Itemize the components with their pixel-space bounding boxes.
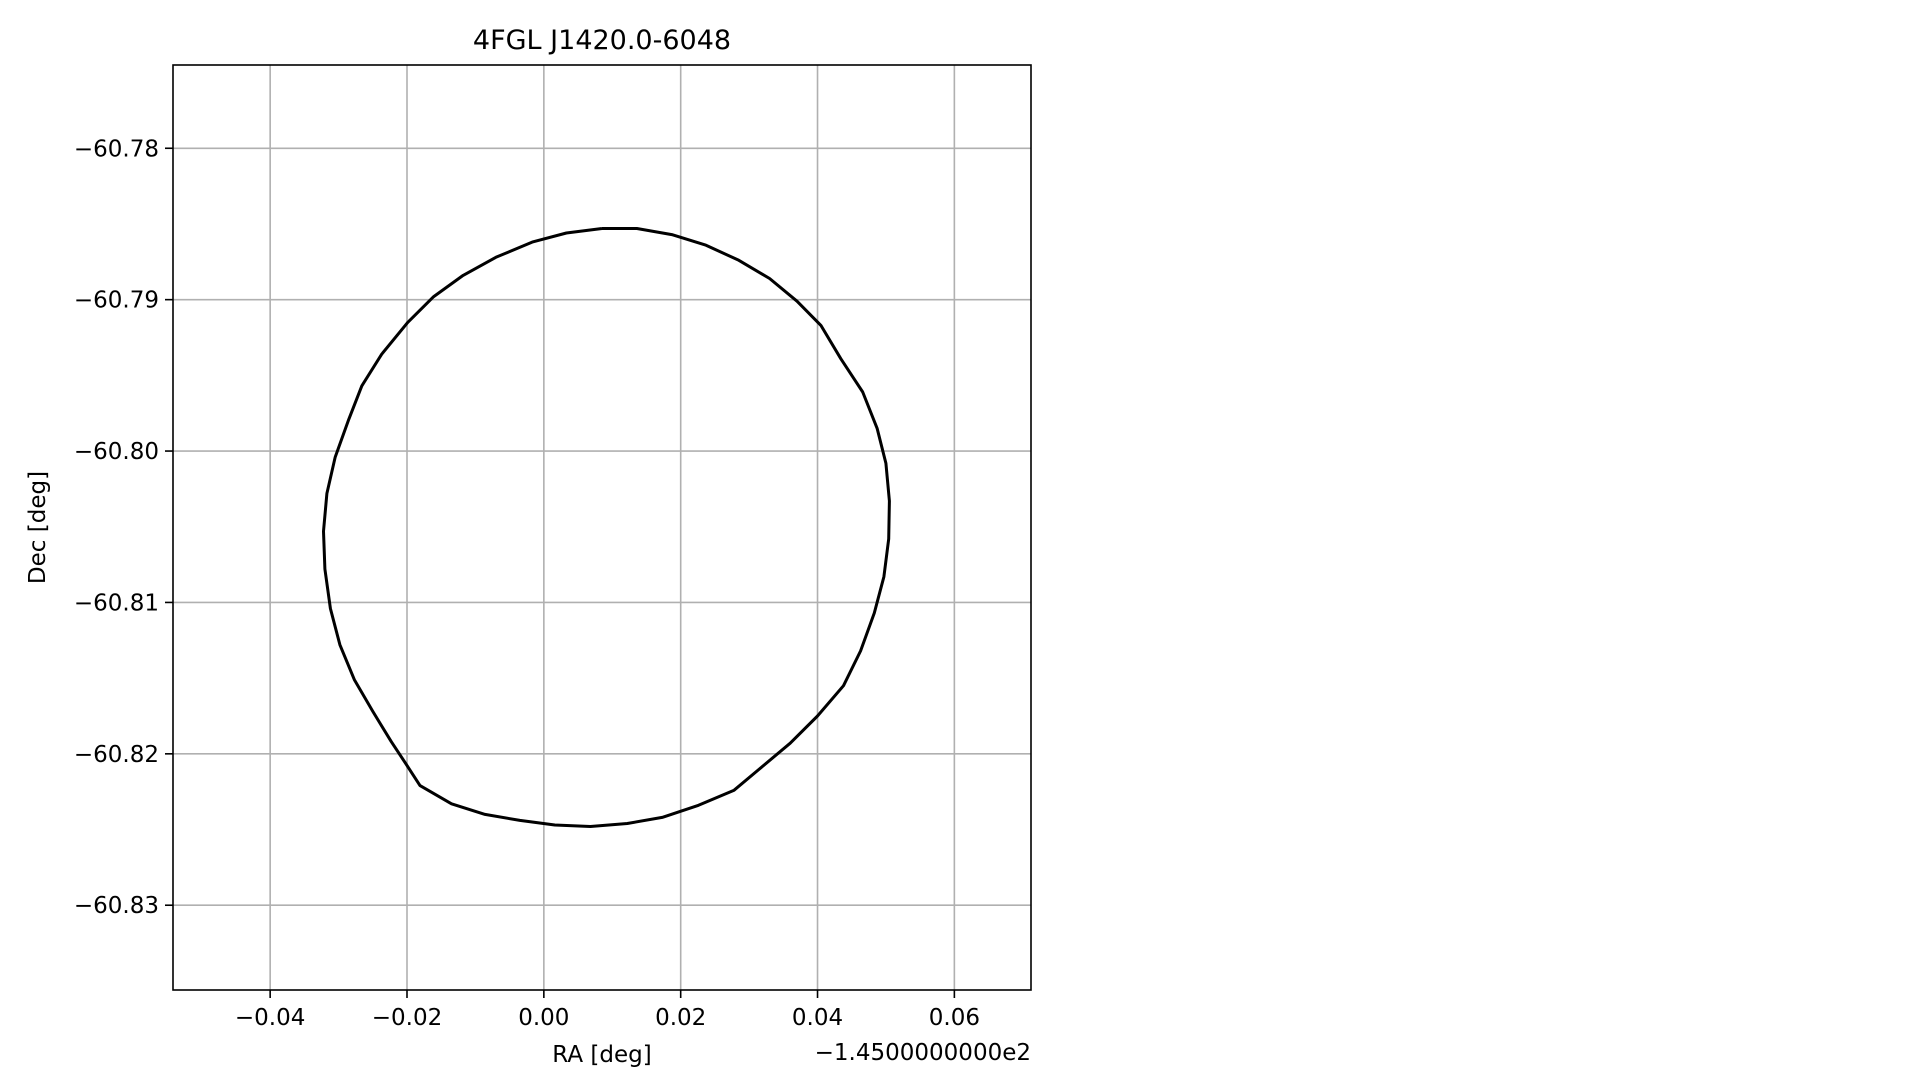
y-tick-label: −60.78 <box>74 136 159 162</box>
x-tick-label: 0.00 <box>518 1005 569 1031</box>
x-tick-label: −0.04 <box>235 1005 305 1031</box>
chart-title: 4FGL J1420.0-6048 <box>473 25 731 56</box>
x-tick-label: −0.02 <box>372 1005 442 1031</box>
x-axis-label: RA [deg] <box>552 1042 651 1068</box>
y-axis-label: Dec [deg] <box>25 471 51 584</box>
plot-area <box>322 227 891 828</box>
x-axis-offset-label: −1.4500000000e2 <box>815 1040 1031 1066</box>
grid <box>173 65 1031 990</box>
error-ellipse-line <box>322 227 891 828</box>
y-tick-label: −60.79 <box>74 288 159 314</box>
x-tick-label: 0.04 <box>792 1005 843 1031</box>
plot-frame <box>172 64 1032 991</box>
y-tick-label: −60.82 <box>74 742 159 768</box>
y-tick-label: −60.81 <box>74 590 159 616</box>
x-tick-label: 0.06 <box>929 1005 980 1031</box>
x-tick-label: 0.02 <box>655 1005 706 1031</box>
y-tick-label: −60.83 <box>74 893 159 919</box>
y-tick-label: −60.80 <box>74 439 159 465</box>
ticks: −0.04 −0.02 0.00 0.02 0.04 0.06 −60.78 −60.79 −6… <box>74 136 980 1031</box>
